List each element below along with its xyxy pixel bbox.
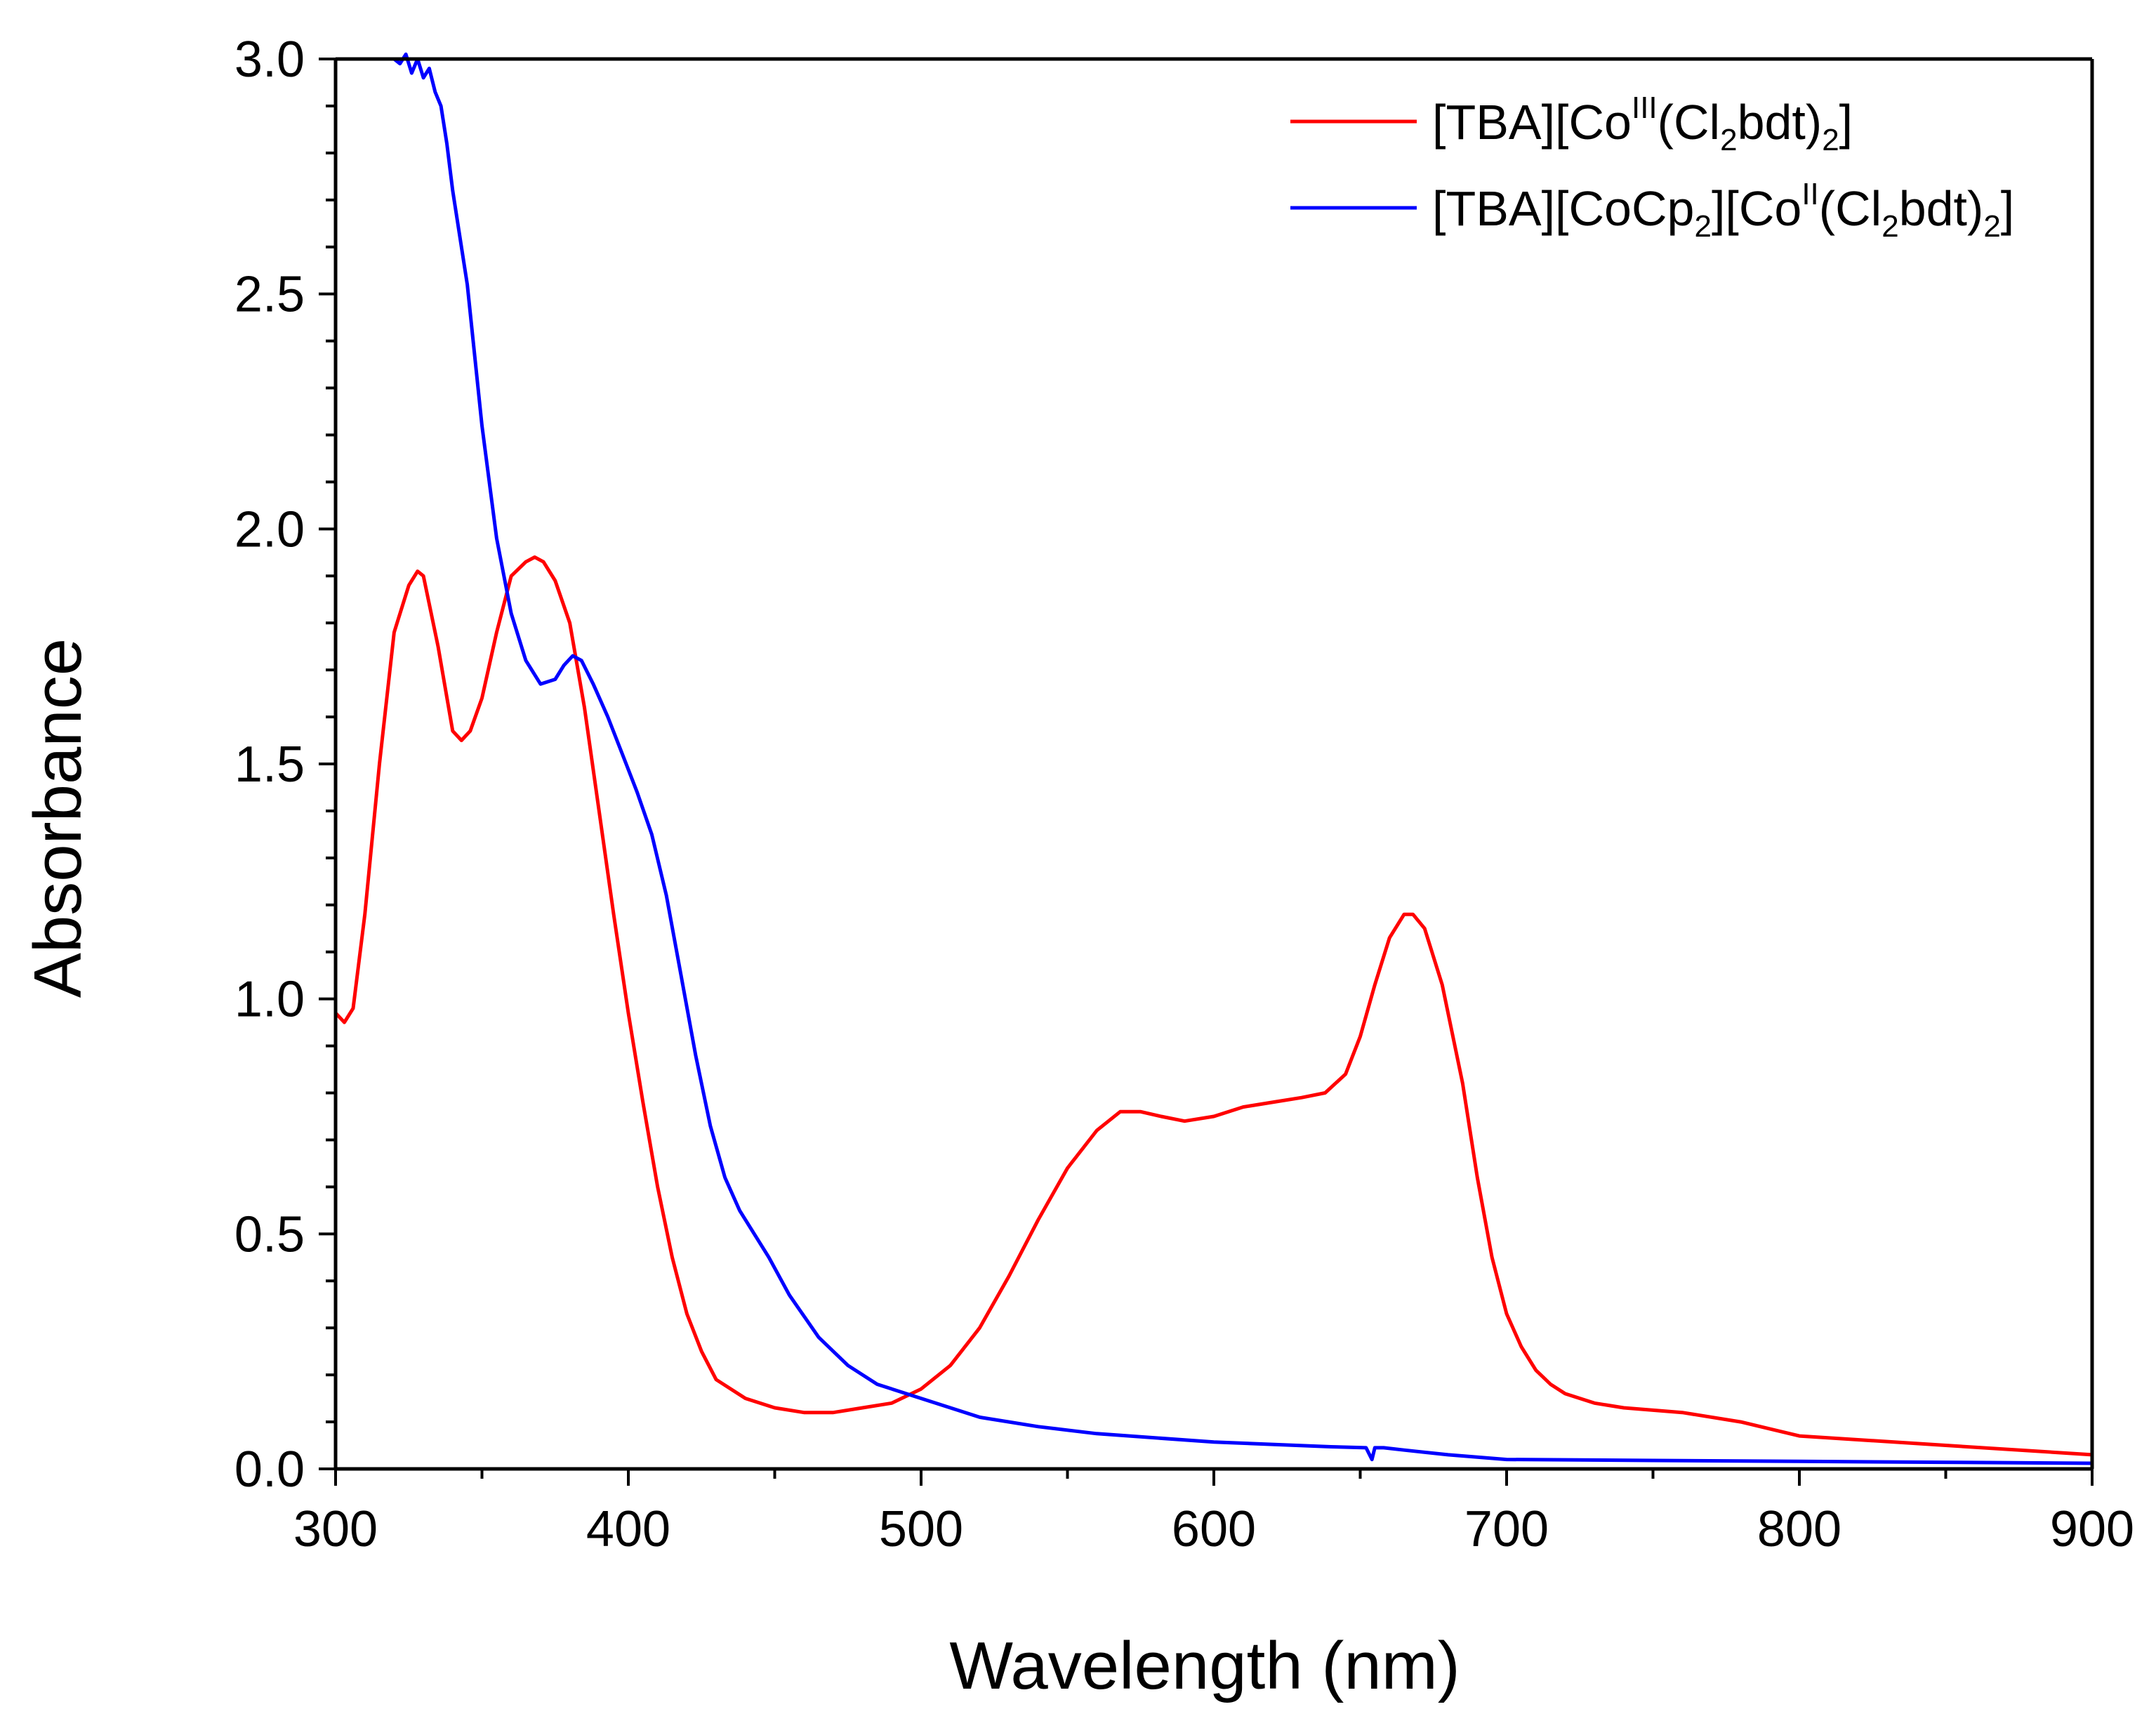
y-tick-label: 0.0	[234, 1442, 305, 1498]
series-line-1	[334, 555, 2093, 1457]
y-tick-label: 1.0	[234, 972, 305, 1028]
legend-label-series-2: [TBA][CoCp2][CoII(Cl2bdt)2]	[1432, 177, 2014, 244]
x-tick-label: 300	[293, 1501, 378, 1557]
x-tick-label: 700	[1464, 1501, 1549, 1557]
x-tick-label: 400	[586, 1501, 670, 1557]
x-tick-label: 600	[1172, 1501, 1256, 1557]
series-line-2	[392, 52, 2093, 1465]
y-tick-label: 2.0	[234, 501, 305, 558]
series-layer	[334, 52, 2093, 1465]
y-tick-label: 3.0	[234, 32, 305, 88]
y-axis-title: Absorbance	[20, 638, 95, 998]
x-axis-title: Wavelength (nm)	[949, 1628, 1460, 1703]
x-tick-label: 800	[1757, 1501, 1841, 1557]
ticks-layer	[319, 58, 2094, 1486]
legend-label-series-1: [TBA][CoIII(Cl2bdt)2]	[1432, 91, 1853, 157]
x-tick-label: 900	[2050, 1501, 2134, 1557]
y-tick-label: 2.5	[234, 267, 305, 323]
legend: [TBA][CoIII(Cl2bdt)2] [TBA][CoCp2][CoII(…	[1290, 91, 2014, 244]
y-tick-label: 0.5	[234, 1206, 305, 1262]
y-tick-label: 1.5	[234, 737, 305, 793]
tick-labels-layer: 300 400 500 600 700 800 900 0.0 0.5 1.0 1.5 2.0 2.5 3…	[234, 32, 2134, 1557]
x-tick-label: 500	[879, 1501, 963, 1557]
